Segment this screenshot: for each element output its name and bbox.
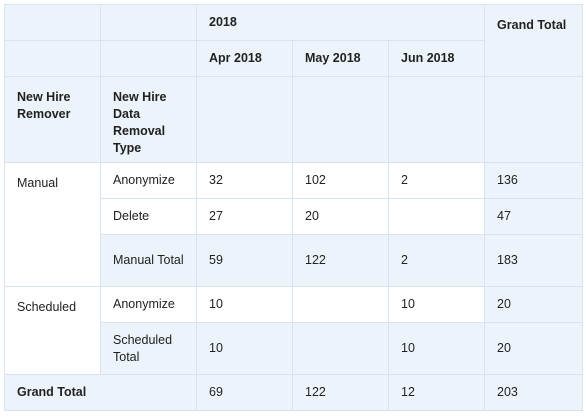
header-blank-cell [100,4,197,41]
field-header-remover: New Hire Remover [4,76,101,163]
value-cell: 10 [196,286,293,323]
grand-total-overall-cell: 203 [484,374,584,411]
subtotal-total-cell: 183 [484,234,584,287]
month-header-apr: Apr 2018 [196,40,293,77]
month-header-jun: Jun 2018 [387,40,486,77]
value-cell: 20 [292,198,389,235]
subtotal-cell: 59 [196,234,293,287]
header-blank-cell [4,4,101,41]
grand-total-cell: 122 [292,374,389,411]
row-total-cell: 47 [484,198,584,235]
pivot-table: 2018 Grand Total Apr 2018 May 2018 Jun 2… [4,4,584,411]
subtotal-cell: 10 [387,322,486,375]
removal-type-cell: Delete [100,198,197,235]
subtotal-cell: 10 [196,322,293,375]
value-cell [387,198,486,235]
subtotal-row: Manual Total 59 122 2 183 [5,234,584,287]
subtotal-total-cell: 20 [484,322,584,375]
header-row-year: 2018 Grand Total [4,4,584,77]
header-blank-cell [484,76,584,163]
subtotal-label: Scheduled Total [100,322,197,375]
removal-type-cell: Anonymize [100,286,197,323]
header-row-months: Apr 2018 May 2018 Jun 2018 [4,40,583,77]
row-total-cell: 20 [484,286,584,323]
grand-total-cell: 12 [387,374,486,411]
row-total-cell: 136 [484,162,584,199]
table-row: Delete 27 20 47 [5,198,584,235]
value-cell [292,286,389,323]
year-header: 2018 [195,4,486,41]
value-cell: 102 [292,162,389,199]
table-row: Scheduled Anonymize 10 10 20 [4,286,584,375]
group-label-scheduled: Scheduled [4,286,101,375]
grand-total-cell: 69 [196,374,293,411]
grand-total-row: Grand Total 69 122 12 203 [4,374,584,411]
group-label-manual: Manual [4,162,101,287]
subtotal-row: Scheduled Total 10 10 20 [5,322,584,375]
header-blank-cell [196,76,293,163]
header-row-fields: New Hire Remover New Hire Data Removal T… [4,76,584,163]
subtotal-cell [292,322,389,375]
header-blank-cell [387,76,486,163]
value-cell: 32 [196,162,293,199]
grand-total-header: Grand Total [484,4,584,77]
header-blank-cell [292,76,389,163]
grand-total-label: Grand Total [4,374,197,411]
subtotal-cell: 2 [387,234,486,287]
removal-type-cell: Anonymize [100,162,197,199]
month-header-may: May 2018 [292,40,389,77]
table-row: Manual Anonymize 32 102 2 136 [4,162,584,287]
value-cell: 27 [196,198,293,235]
value-cell: 2 [387,162,486,199]
value-cell: 10 [387,286,486,323]
header-blank-cell [4,40,101,77]
field-header-removal-type: New Hire Data Removal Type [100,76,197,163]
header-blank-cell [100,40,197,77]
subtotal-cell: 122 [292,234,389,287]
subtotal-label: Manual Total [100,234,197,287]
